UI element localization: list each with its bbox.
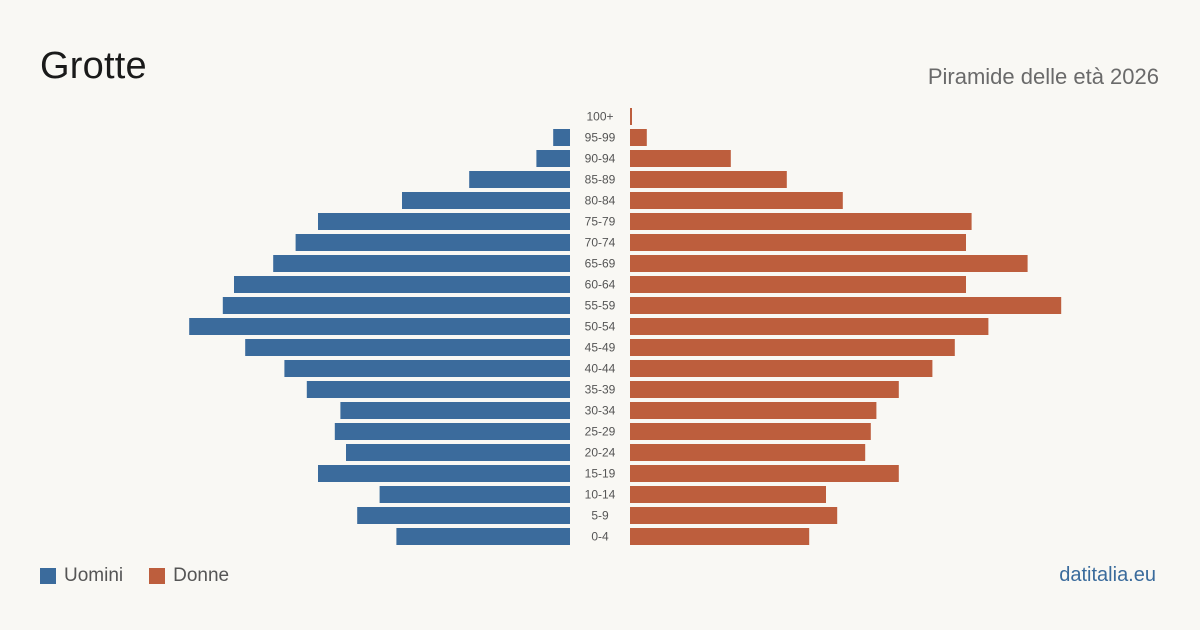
- bar-women-25-29: [630, 423, 871, 440]
- age-label-85-89: 85-89: [585, 173, 616, 187]
- bar-women-35-39: [630, 381, 899, 398]
- bar-men-40-44: [284, 360, 570, 377]
- chart-subtitle: Piramide delle età 2026: [927, 64, 1159, 89]
- legend-label-men: Uomini: [64, 565, 124, 586]
- bar-women-5-9: [630, 507, 838, 524]
- chart-legend: Uomini Donne: [40, 565, 255, 587]
- page-title: Grotte: [40, 45, 147, 87]
- bar-men-10-14: [379, 486, 570, 503]
- age-label-10-14: 10-14: [585, 488, 616, 502]
- bar-men-90-94: [536, 150, 570, 167]
- bar-men-80-84: [402, 192, 570, 209]
- bar-men-75-79: [318, 213, 570, 230]
- bar-men-95-99: [553, 129, 570, 146]
- age-label-40-44: 40-44: [585, 362, 616, 376]
- age-label-50-54: 50-54: [585, 320, 616, 334]
- bar-men-0-4: [396, 528, 570, 545]
- bar-men-55-59: [222, 297, 571, 314]
- bar-men-25-29: [334, 423, 570, 440]
- bar-women-40-44: [630, 360, 933, 377]
- bar-men-65-69: [273, 255, 570, 272]
- bar-women-80-84: [630, 192, 843, 209]
- bar-men-50-54: [189, 318, 570, 335]
- bar-women-90-94: [630, 150, 731, 167]
- bar-women-70-74: [630, 234, 966, 251]
- bar-men-5-9: [357, 507, 570, 524]
- age-label-60-64: 60-64: [585, 278, 616, 292]
- source-link[interactable]: datitalia.eu: [1059, 564, 1156, 586]
- age-label-35-39: 35-39: [585, 383, 616, 397]
- age-label-80-84: 80-84: [585, 194, 616, 208]
- age-label-55-59: 55-59: [585, 299, 616, 313]
- age-label-65-69: 65-69: [585, 257, 616, 271]
- age-label-90-94: 90-94: [585, 152, 616, 166]
- legend-swatch-men: [40, 568, 56, 584]
- bar-women-95-99: [630, 129, 647, 146]
- bar-women-65-69: [630, 255, 1028, 272]
- bar-women-85-89: [630, 171, 787, 188]
- age-label-25-29: 25-29: [585, 425, 616, 439]
- age-label-95-99: 95-99: [585, 131, 616, 145]
- bar-women-100-plus: [630, 108, 632, 125]
- age-label-100-plus: 100+: [586, 110, 613, 124]
- legend-item-women: Donne: [149, 565, 229, 587]
- age-label-20-24: 20-24: [585, 446, 616, 460]
- age-label-70-74: 70-74: [585, 236, 616, 250]
- age-label-30-34: 30-34: [585, 404, 616, 418]
- bar-men-70-74: [295, 234, 570, 251]
- bar-men-60-64: [234, 276, 570, 293]
- bar-women-50-54: [630, 318, 989, 335]
- bar-women-45-49: [630, 339, 955, 356]
- bar-men-45-49: [245, 339, 570, 356]
- legend-item-men: Uomini: [40, 565, 123, 587]
- bar-men-15-19: [318, 465, 570, 482]
- bar-women-60-64: [630, 276, 966, 293]
- age-label-5-9: 5-9: [591, 509, 609, 523]
- bar-men-85-89: [469, 171, 570, 188]
- bar-men-35-39: [306, 381, 570, 398]
- population-pyramid-chart: 100+ 95-99 90-94 85-89 80-84 75-79 70-74 65-69 6…: [189, 108, 1062, 545]
- age-label-15-19: 15-19: [585, 467, 616, 481]
- legend-label-women: Donne: [173, 565, 230, 586]
- age-label-45-49: 45-49: [585, 341, 616, 355]
- age-label-75-79: 75-79: [585, 215, 616, 229]
- bar-women-30-34: [630, 402, 877, 419]
- bar-men-30-34: [340, 402, 570, 419]
- bar-women-10-14: [630, 486, 826, 503]
- age-label-0-4: 0-4: [591, 530, 609, 544]
- bar-women-75-79: [630, 213, 972, 230]
- bar-women-20-24: [630, 444, 866, 461]
- bar-women-0-4: [630, 528, 810, 545]
- bar-women-15-19: [630, 465, 899, 482]
- bar-men-20-24: [346, 444, 570, 461]
- legend-swatch-women: [149, 568, 166, 584]
- bar-women-55-59: [630, 297, 1062, 314]
